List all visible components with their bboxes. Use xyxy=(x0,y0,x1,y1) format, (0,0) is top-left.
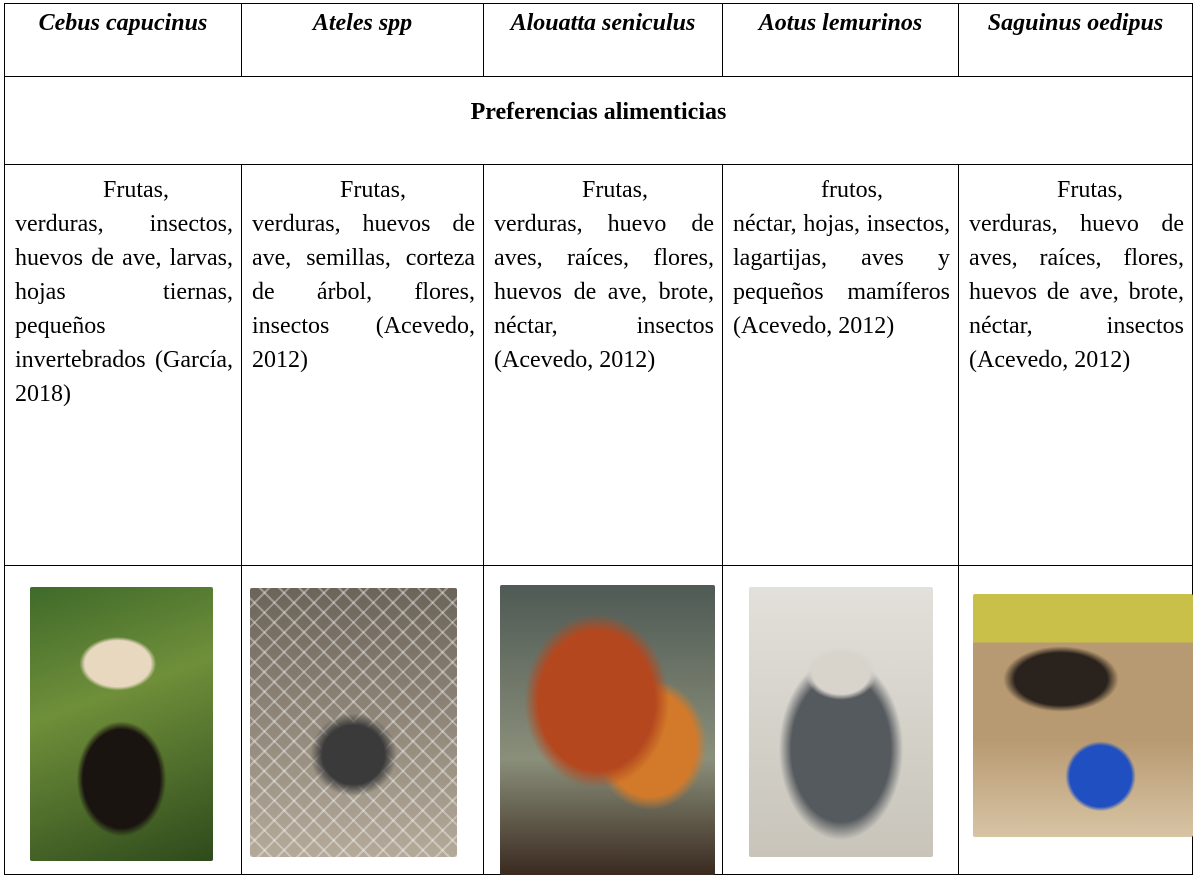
section-row: Preferencias alimenticias xyxy=(4,76,1193,165)
diet-text: Frutas, verduras, huevo de aves, raíces,… xyxy=(969,177,1184,373)
photo xyxy=(250,588,457,857)
diet-text: Frutas, verduras, huevo de aves, raíces,… xyxy=(494,177,714,373)
diet-text: Frutas, verduras, huevos de ave, semilla… xyxy=(252,177,475,373)
species-name: Saguinus oedipus xyxy=(958,3,1193,77)
diet-cell: Frutas, verduras, huevos de ave, semilla… xyxy=(241,164,484,566)
photo-cell xyxy=(4,565,242,875)
photo-cell xyxy=(958,565,1193,875)
diet-cell: Frutas, verduras, insectos, huevos de av… xyxy=(4,164,242,566)
diet-cell: Frutas, verduras, huevo de aves, raíces,… xyxy=(958,164,1193,566)
photo xyxy=(749,587,933,857)
header-row: Cebus capucinus Ateles spp Alouatta seni… xyxy=(4,3,1193,77)
photo-row xyxy=(4,565,1193,875)
diet-text: frutos, néctar, hojas, insectos, lagarti… xyxy=(733,177,950,339)
diet-text: Frutas, verduras, insectos, huevos de av… xyxy=(15,177,233,407)
diet-cell: frutos, néctar, hojas, insectos, lagarti… xyxy=(722,164,959,566)
species-name: Ateles spp xyxy=(241,3,484,77)
species-name: Cebus capucinus xyxy=(4,3,242,77)
photo-cell xyxy=(483,565,723,875)
photo-cell xyxy=(722,565,959,875)
species-name: Alouatta seniculus xyxy=(483,3,723,77)
photo xyxy=(500,585,715,875)
photo xyxy=(30,587,213,861)
photo-cell xyxy=(241,565,484,875)
diet-row: Frutas, verduras, insectos, huevos de av… xyxy=(4,164,1193,566)
species-table: Cebus capucinus Ateles spp Alouatta seni… xyxy=(4,3,1193,875)
section-title: Preferencias alimenticias xyxy=(4,76,1193,165)
diet-cell: Frutas, verduras, huevo de aves, raíces,… xyxy=(483,164,723,566)
photo xyxy=(973,594,1193,837)
species-name: Aotus lemurinos xyxy=(722,3,959,77)
